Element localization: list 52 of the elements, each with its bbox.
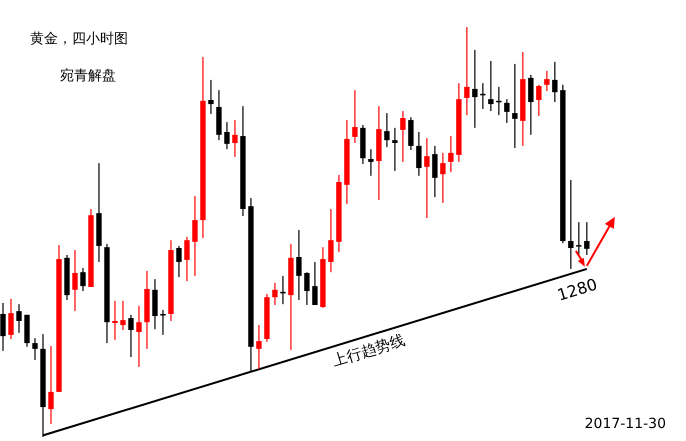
candlestick	[496, 86, 502, 116]
candlestick	[416, 131, 422, 176]
annotation: 2017-11-30	[584, 416, 666, 432]
candlestick	[504, 98, 510, 124]
candlestick	[552, 61, 558, 103]
candlestick	[488, 60, 494, 112]
candlestick	[224, 122, 230, 150]
candlestick	[392, 127, 398, 172]
candlestick	[160, 309, 166, 336]
candlestick	[464, 26, 470, 116]
candlestick	[352, 90, 358, 144]
candlestick	[0, 302, 6, 352]
candlestick	[448, 135, 454, 173]
candlestick	[232, 119, 238, 158]
candlestick	[16, 304, 22, 334]
text: 宛青解盘	[60, 68, 116, 84]
candlestick	[584, 222, 590, 256]
candlestick	[280, 275, 286, 305]
annotation: 1280	[554, 274, 600, 305]
candlestick	[192, 195, 198, 276]
candlestick	[424, 138, 430, 219]
candlestick	[80, 267, 86, 292]
candlestick	[32, 338, 38, 361]
candlestick	[120, 300, 126, 331]
candlestick	[136, 305, 142, 368]
candlestick	[312, 261, 318, 306]
candlestick	[208, 79, 214, 115]
candlestick	[536, 84, 542, 117]
candlestick	[432, 145, 438, 198]
candlestick	[184, 236, 190, 282]
candlestick	[400, 110, 406, 162]
candlestick	[256, 324, 262, 370]
text: 上行趋势线	[330, 330, 408, 370]
candlestick	[384, 112, 390, 148]
candlestick	[480, 82, 486, 110]
candlestick	[568, 179, 574, 270]
candlestick	[440, 152, 446, 204]
candlestick	[72, 249, 78, 312]
candlestick	[128, 314, 134, 358]
chart-title: 黄金，四小时图	[30, 31, 128, 47]
candlestick	[8, 298, 14, 340]
candlestick	[512, 63, 518, 149]
candlestick	[368, 148, 374, 176]
candlestick	[112, 300, 118, 340]
candlestick	[544, 70, 550, 92]
candlestick	[272, 282, 278, 306]
candlestick	[296, 229, 302, 301]
candlestick	[472, 49, 478, 128]
candlestick	[176, 245, 182, 278]
candlestick	[304, 272, 310, 306]
candlestick	[328, 208, 334, 273]
candlestick	[48, 345, 54, 424]
